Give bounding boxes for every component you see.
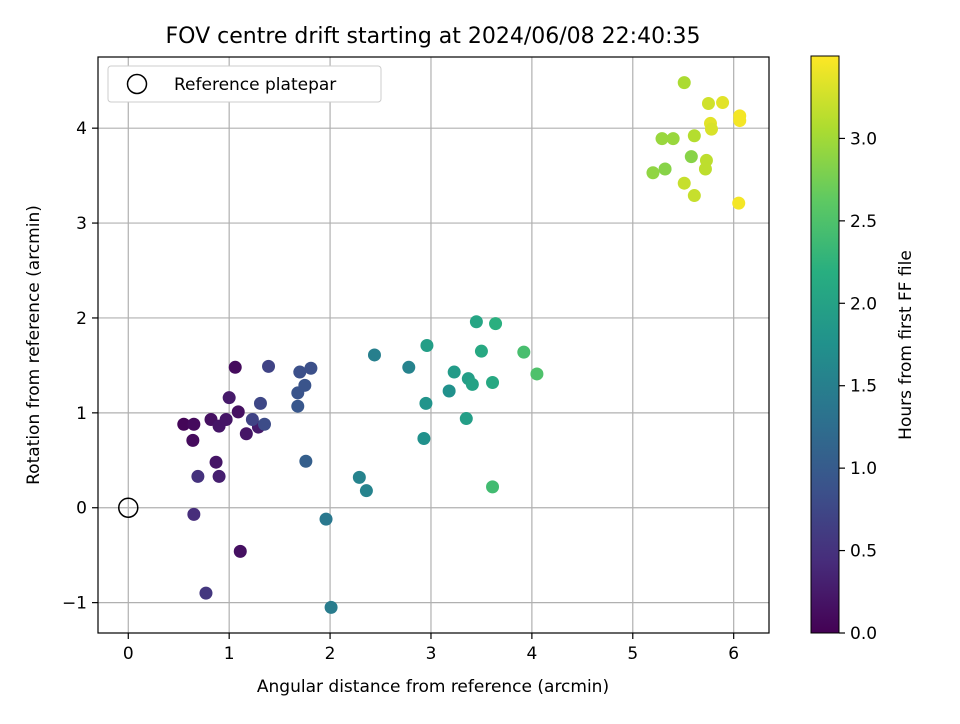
colorbar-tick-label: 1.0 <box>850 459 877 479</box>
data-point <box>489 317 503 331</box>
legend-box <box>107 65 382 103</box>
colorbar <box>810 55 840 634</box>
data-point <box>732 196 746 210</box>
data-point <box>459 412 473 426</box>
x-tick-label: 6 <box>728 644 739 664</box>
data-point <box>402 360 416 374</box>
y-axis-ticks: −1 0 1 2 3 4 <box>62 119 98 614</box>
plot-frame <box>97 56 770 634</box>
data-point <box>187 417 201 431</box>
colorbar-tick-label: 1.5 <box>850 377 877 397</box>
data-point <box>677 76 691 90</box>
data-point <box>716 96 730 110</box>
data-point <box>239 427 253 441</box>
reference-platepar-marker <box>118 497 139 518</box>
x-tick-label: 2 <box>325 644 336 664</box>
data-point <box>465 377 479 391</box>
data-point <box>291 399 305 413</box>
data-point <box>187 507 201 521</box>
y-tick-label: 0 <box>76 499 87 519</box>
data-point <box>222 391 236 405</box>
colorbar-tick-label: 3.0 <box>850 129 877 149</box>
colorbar-tick-label: 0.0 <box>850 624 877 644</box>
grid-lines <box>98 57 769 633</box>
data-point <box>486 375 500 389</box>
x-tick-label: 4 <box>526 644 537 664</box>
data-point <box>299 454 313 468</box>
data-point <box>352 470 366 484</box>
data-point <box>469 315 483 329</box>
plot-area <box>98 57 769 633</box>
x-axis-ticks: 0 1 2 3 4 5 6 <box>123 633 739 664</box>
data-point <box>304 361 318 375</box>
data-point <box>687 129 701 143</box>
data-point <box>442 384 456 398</box>
y-axis-label: Rotation from reference (arcmin) <box>24 205 44 485</box>
data-point <box>231 405 245 419</box>
data-point <box>209 455 223 469</box>
chart-title: FOV centre drift starting at 2024/06/08 … <box>166 24 701 49</box>
data-point <box>733 114 747 128</box>
x-tick-label: 1 <box>224 644 235 664</box>
colorbar-ticks: 0.0 0.5 1.0 1.5 2.0 2.5 3.0 <box>839 129 877 644</box>
data-point <box>420 338 434 352</box>
data-point <box>177 417 191 431</box>
y-tick-label: 4 <box>76 119 87 139</box>
legend-label-reference: Reference platepar <box>174 75 336 95</box>
data-point <box>419 396 433 410</box>
colorbar-tick-label: 2.5 <box>850 212 877 232</box>
data-point <box>293 365 307 379</box>
data-point <box>655 132 669 146</box>
data-point <box>324 600 338 614</box>
data-points <box>177 76 747 614</box>
data-point <box>253 396 267 410</box>
data-point <box>677 176 691 190</box>
data-point <box>517 345 531 359</box>
data-point <box>245 412 259 426</box>
colorbar-label: Hours from first FF file <box>896 250 916 440</box>
x-tick-label: 0 <box>123 644 134 664</box>
data-point <box>701 96 715 110</box>
data-point <box>530 367 544 381</box>
x-tick-label: 5 <box>627 644 638 664</box>
y-tick-label: 1 <box>76 404 87 424</box>
data-point <box>319 512 333 526</box>
data-point <box>359 484 373 498</box>
data-point <box>646 166 660 180</box>
data-point <box>704 122 718 136</box>
data-point <box>486 480 500 494</box>
data-point <box>212 469 226 483</box>
legend-marker-reference <box>126 73 148 95</box>
x-tick-label: 3 <box>426 644 437 664</box>
data-point <box>219 412 233 426</box>
x-axis-label: Angular distance from reference (arcmin) <box>257 677 609 697</box>
data-point <box>199 586 213 600</box>
data-point <box>367 348 381 362</box>
data-point <box>233 544 247 558</box>
colorbar-tick-label: 0.5 <box>850 542 877 562</box>
data-point <box>666 132 680 146</box>
y-tick-label: −1 <box>62 594 87 614</box>
data-point <box>186 433 200 447</box>
data-point <box>687 189 701 203</box>
legend: Reference platepar <box>107 65 382 103</box>
data-point <box>262 359 276 373</box>
data-point <box>257 417 271 431</box>
data-point <box>298 378 312 392</box>
data-point <box>474 344 488 358</box>
colorbar-tick-label: 2.0 <box>850 294 877 314</box>
data-point <box>658 162 672 176</box>
data-point <box>447 365 461 379</box>
data-point <box>417 431 431 445</box>
data-point <box>698 162 712 176</box>
y-tick-label: 3 <box>76 214 87 234</box>
data-point <box>191 469 205 483</box>
data-point <box>228 360 242 374</box>
y-tick-label: 2 <box>76 309 87 329</box>
data-point <box>684 150 698 164</box>
